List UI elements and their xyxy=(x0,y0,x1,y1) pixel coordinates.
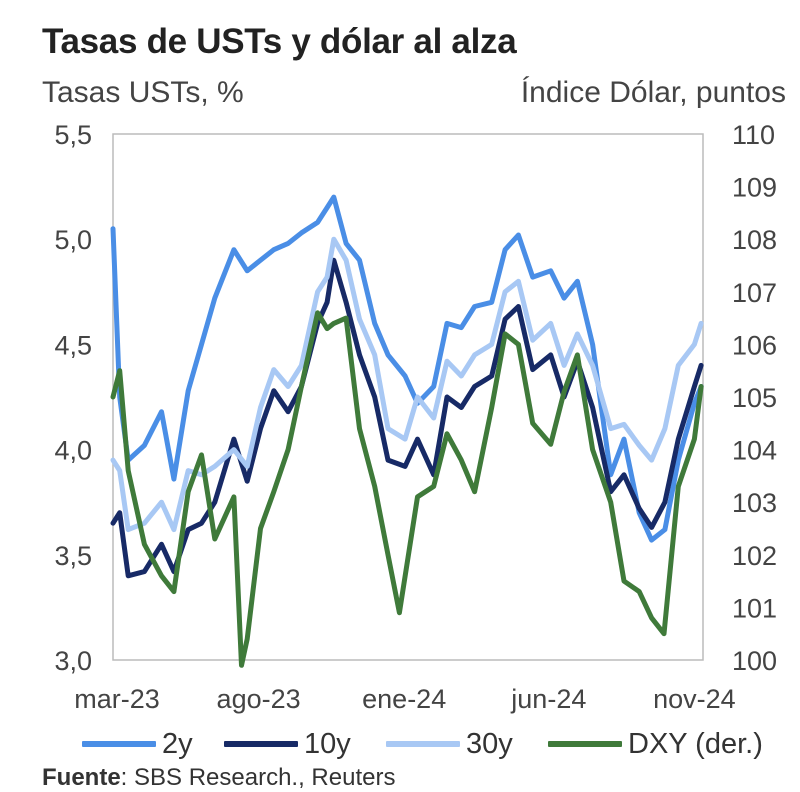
x-tick-label: ago-23 xyxy=(217,684,301,714)
right-tick-label: 104 xyxy=(732,436,777,466)
series-lines xyxy=(110,194,704,668)
x-tick-label: mar-23 xyxy=(74,684,160,714)
left-axis-title: Tasas USTs, % xyxy=(42,76,244,109)
legend-label-2y: 2y xyxy=(162,727,193,760)
x-tick-label: ene-24 xyxy=(362,684,446,714)
right-axis-ticks: 100 101 102 103 104 105 106 107 108 109 110 xyxy=(732,120,777,676)
series-line-2y xyxy=(110,194,704,543)
legend-label-30y: 30y xyxy=(466,727,513,760)
left-tick-label: 3,5 xyxy=(54,541,92,571)
x-tick-label: nov-24 xyxy=(653,684,736,714)
legend-label-10y: 10y xyxy=(304,727,351,760)
series-line-dxy xyxy=(110,310,704,668)
left-tick-label: 5,5 xyxy=(54,120,92,150)
left-tick-label: 3,0 xyxy=(54,646,92,676)
source-note: Fuente: SBS Research., Reuters xyxy=(42,764,395,792)
source-text: : SBS Research., Reuters xyxy=(120,764,396,791)
left-tick-label: 4,0 xyxy=(54,436,92,466)
series-line-10y xyxy=(110,257,704,579)
right-tick-label: 107 xyxy=(732,278,777,308)
legend-item-30y: 30y xyxy=(386,728,513,760)
x-tick-label: jun-24 xyxy=(510,684,586,714)
legend-item-dxy: DXY (der.) xyxy=(548,728,763,760)
left-tick-label: 4,5 xyxy=(54,330,92,360)
legend-label-dxy: DXY (der.) xyxy=(628,727,763,760)
right-tick-label: 109 xyxy=(732,173,777,203)
x-axis-ticks: mar-23 ago-23 ene-24 jun-24 nov-24 xyxy=(74,684,735,714)
right-tick-label: 105 xyxy=(732,383,777,413)
right-tick-label: 100 xyxy=(732,646,777,676)
source-label: Fuente xyxy=(42,764,121,791)
legend-swatch-2y xyxy=(82,741,156,747)
right-tick-label: 110 xyxy=(732,120,775,150)
legend: 2y 10y 30y DXY (der.) xyxy=(0,728,800,760)
right-axis-title: Índice Dólar, puntos xyxy=(520,76,786,109)
left-axis-ticks: 3,0 3,5 4,0 4,5 5,0 5,5 xyxy=(54,120,92,676)
legend-swatch-dxy xyxy=(548,741,622,747)
legend-swatch-10y xyxy=(224,741,298,747)
legend-item-2y: 2y xyxy=(82,728,193,760)
right-tick-label: 103 xyxy=(732,488,777,518)
right-tick-label: 106 xyxy=(732,330,777,360)
line-chart: 3,0 3,5 4,0 4,5 5,0 5,5 100 101 102 103 104 105 106… xyxy=(54,120,777,714)
plot-frame xyxy=(112,133,704,661)
right-tick-label: 108 xyxy=(732,225,777,255)
chart-title: Tasas de USTs y dólar al alza xyxy=(42,22,517,61)
legend-swatch-30y xyxy=(386,741,460,747)
right-tick-label: 101 xyxy=(732,593,777,623)
left-tick-label: 5,0 xyxy=(54,225,92,255)
right-tick-label: 102 xyxy=(732,541,777,571)
legend-item-10y: 10y xyxy=(224,728,351,760)
